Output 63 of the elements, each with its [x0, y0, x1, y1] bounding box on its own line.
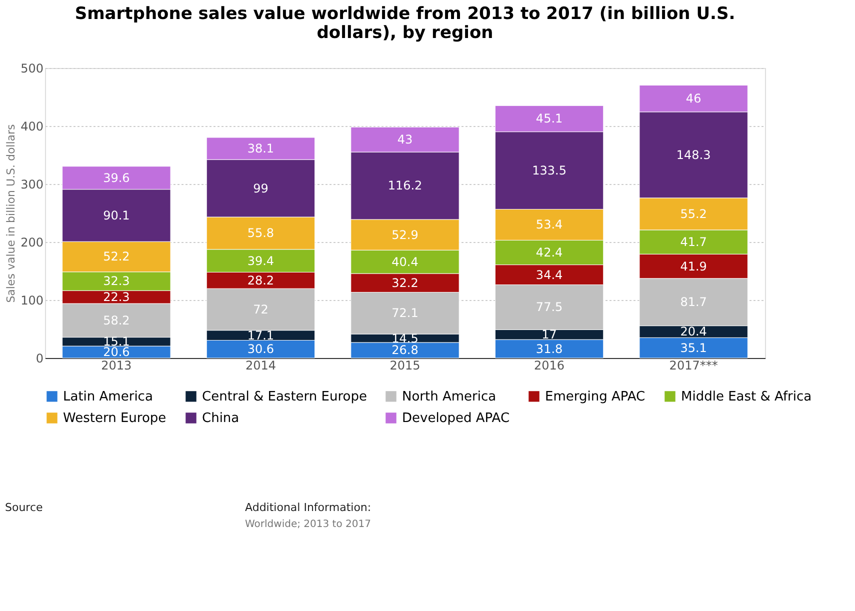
data-label: 72.1 — [392, 306, 418, 320]
chart-title: Smartphone sales value worldwide from 2013 to 2017 (in billion U.S. dollars), by region — [74, 4, 736, 43]
y-tick-label: 200 — [20, 236, 44, 250]
data-label: 53.4 — [536, 218, 563, 232]
data-label: 41.7 — [680, 235, 707, 250]
legend-label: Developed APAC — [402, 411, 510, 426]
data-label: 43 — [397, 132, 413, 147]
data-label: 20.6 — [103, 345, 130, 360]
data-label: 22.3 — [103, 290, 130, 304]
legend-label: Latin America — [63, 389, 153, 404]
data-label: 81.7 — [680, 295, 707, 310]
text: Source — [5, 501, 44, 514]
data-label: 148.3 — [676, 148, 711, 162]
data-label: 133.5 — [532, 164, 566, 178]
data-label: 52.2 — [103, 250, 130, 264]
data-label: 32.2 — [392, 276, 418, 290]
data-label: 77.5 — [536, 300, 563, 314]
data-label: 52.9 — [392, 228, 418, 242]
x-tick-label: 2014 — [245, 358, 276, 372]
data-label: 55.2 — [680, 206, 707, 221]
text: Worldwide; 2013 to 2017 — [245, 519, 371, 530]
y-tick-label: 100 — [20, 294, 44, 308]
data-label: 31.8 — [536, 342, 563, 356]
data-label: 28.2 — [247, 273, 274, 288]
data-label: 34.4 — [536, 268, 563, 282]
data-label: 55.8 — [247, 226, 274, 240]
data-label: 40.4 — [392, 254, 418, 269]
y-axis-title: Sales value in billion U.S. dollars — [4, 124, 18, 303]
legend-label: Western Europe — [63, 411, 166, 426]
legend-label: Emerging APAC — [545, 389, 646, 404]
y-tick-label: 300 — [20, 178, 44, 192]
data-label: 58.2 — [103, 313, 130, 328]
data-label: 17.1 — [247, 328, 274, 342]
y-tick-label: 400 — [20, 120, 44, 134]
data-label: 38.1 — [247, 142, 274, 156]
data-label: 20.4 — [680, 324, 707, 339]
data-label: 14.5 — [392, 331, 418, 346]
data-label: 90.1 — [103, 208, 130, 222]
data-label: 45.1 — [536, 112, 563, 126]
data-label: 116.2 — [388, 178, 422, 193]
legend-label: China — [202, 411, 240, 426]
legend-label: Central & Eastern Europe — [202, 389, 367, 404]
data-label: 26.8 — [392, 343, 418, 358]
data-label: 99 — [253, 181, 268, 196]
data-label: 72 — [253, 302, 268, 316]
data-label: 32.3 — [103, 274, 130, 288]
legend-label: Middle East & Africa — [681, 389, 812, 404]
y-tick-label: 500 — [20, 62, 44, 76]
x-tick-label: 2015 — [390, 358, 420, 372]
data-label: 39.6 — [103, 170, 130, 185]
text: Additional Information: — [245, 501, 372, 514]
data-label: 35.1 — [680, 340, 707, 355]
x-tick-label: 2016 — [534, 358, 565, 372]
legend-label: North America — [402, 389, 496, 404]
data-label: 39.4 — [247, 254, 274, 268]
data-label: 17 — [542, 328, 557, 342]
data-label: 30.6 — [247, 342, 274, 356]
x-tick-label: 2013 — [101, 358, 132, 372]
data-label: 41.9 — [680, 259, 707, 274]
data-label: 46 — [686, 92, 702, 106]
y-tick-label: 0 — [36, 352, 44, 366]
data-label: 42.4 — [536, 246, 563, 260]
x-tick-label: 2017*** — [669, 358, 718, 372]
